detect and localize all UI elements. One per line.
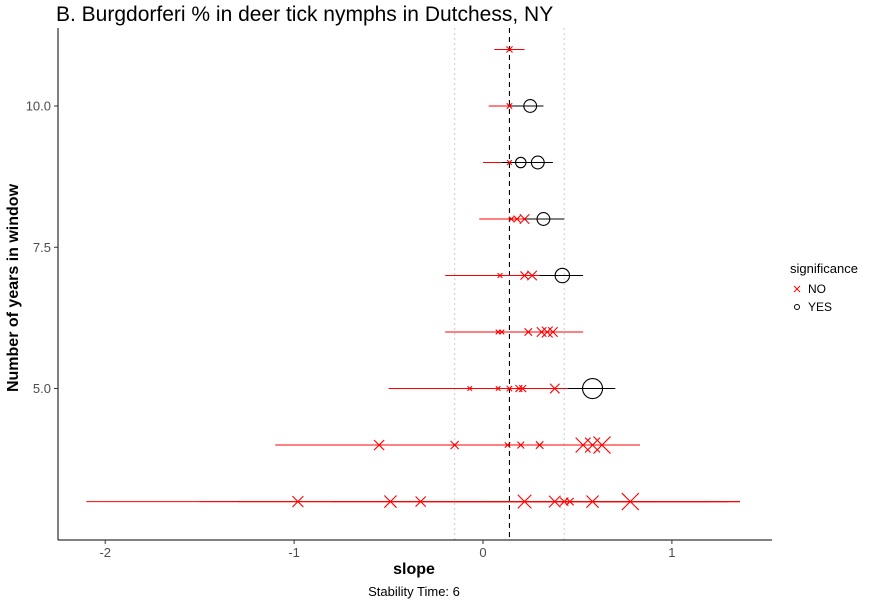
point-no-stroke [506, 159, 513, 166]
point-no-stroke [549, 383, 560, 394]
point-no [505, 46, 513, 53]
point-no [504, 441, 511, 449]
point-no [499, 329, 505, 335]
point-no [517, 494, 532, 509]
legend-item-no: NO [790, 280, 858, 298]
legend-label-no: NO [808, 282, 826, 296]
point-no [513, 215, 521, 223]
reference-lines [454, 28, 565, 540]
point-no [565, 497, 575, 506]
point-yes [536, 212, 551, 226]
point-no-stroke [517, 494, 532, 509]
point-no-stroke [548, 495, 561, 508]
point-no-stroke [497, 272, 503, 279]
point-no-stroke [499, 329, 505, 335]
point-no [415, 496, 427, 508]
point-no [541, 326, 554, 338]
point-no-stroke [565, 497, 575, 506]
point-no [516, 441, 525, 449]
legend: significance NO YES [790, 261, 858, 316]
point-no-stroke [450, 440, 460, 450]
point-no-stroke [506, 385, 513, 392]
point-no [508, 216, 515, 222]
point-no [497, 272, 503, 279]
point-no [467, 385, 473, 392]
point-no-stroke [518, 384, 527, 393]
legend-label-yes: YES [808, 300, 833, 314]
y-tick-label: 5.0 [33, 381, 51, 396]
point-yes [582, 377, 604, 400]
point-no [524, 327, 533, 337]
point-no-stroke [505, 46, 513, 53]
point-no [526, 270, 538, 281]
point-no-stroke [535, 440, 544, 450]
point-no-stroke [506, 102, 513, 110]
point-no [549, 383, 560, 394]
point-no-stroke [621, 492, 640, 511]
point-no-stroke [547, 326, 559, 338]
point-no [506, 102, 513, 110]
point-no-stroke [541, 326, 554, 338]
point-no [547, 326, 559, 338]
point-no [518, 384, 527, 393]
axes: -2 -1 0 1 5.0 7.5 10.0 [26, 28, 772, 560]
x-axis-label: slope [393, 561, 435, 578]
point-no-stroke [520, 271, 530, 280]
point-no [506, 385, 513, 392]
circle-marker-icon [790, 300, 804, 314]
x-marker-icon [790, 282, 804, 296]
point-no [292, 495, 304, 508]
point-no [548, 495, 561, 508]
y-tick-label: 7.5 [33, 240, 51, 255]
point-no-stroke [383, 495, 397, 509]
legend-title: significance [790, 261, 858, 276]
point-no-stroke [292, 495, 304, 508]
point-no [535, 440, 544, 450]
point-no-stroke [467, 385, 473, 392]
point-no [519, 213, 530, 225]
error-bars [86, 48, 740, 503]
point-no [593, 436, 611, 454]
y-tick-label: 10.0 [26, 98, 51, 113]
point-no-stroke [495, 385, 501, 392]
point-no-stroke [526, 270, 538, 281]
point-yes [530, 155, 545, 170]
point-no-stroke [508, 216, 515, 222]
x-tick-label: 0 [479, 545, 486, 560]
point-no-stroke [593, 436, 611, 454]
point-no-stroke [516, 441, 525, 449]
point-no-stroke [373, 439, 385, 451]
point-no [450, 440, 460, 450]
point-no [506, 159, 513, 166]
data-points [292, 46, 640, 511]
x-tick-label: -2 [99, 545, 111, 560]
point-no-stroke [519, 213, 530, 225]
point-no [621, 492, 640, 511]
point-yes [523, 99, 538, 113]
point-no-stroke [513, 215, 521, 223]
stability-time-caption: Stability Time: 6 [368, 584, 460, 599]
point-no-stroke [586, 495, 600, 509]
point-yes [554, 267, 571, 284]
point-no-stroke [504, 441, 511, 449]
point-no-stroke [415, 496, 427, 508]
point-no [495, 385, 501, 392]
chart-title: B. Burgdorferi % in deer tick nymphs in … [56, 3, 554, 26]
point-yes [515, 156, 527, 169]
point-no [586, 495, 600, 509]
point-no-stroke [524, 327, 533, 337]
x-tick-label: 1 [668, 545, 675, 560]
legend-item-yes: YES [790, 298, 858, 316]
point-no [520, 271, 530, 280]
point-no [373, 439, 385, 451]
x-tick-label: -1 [288, 545, 300, 560]
point-no [383, 495, 397, 509]
